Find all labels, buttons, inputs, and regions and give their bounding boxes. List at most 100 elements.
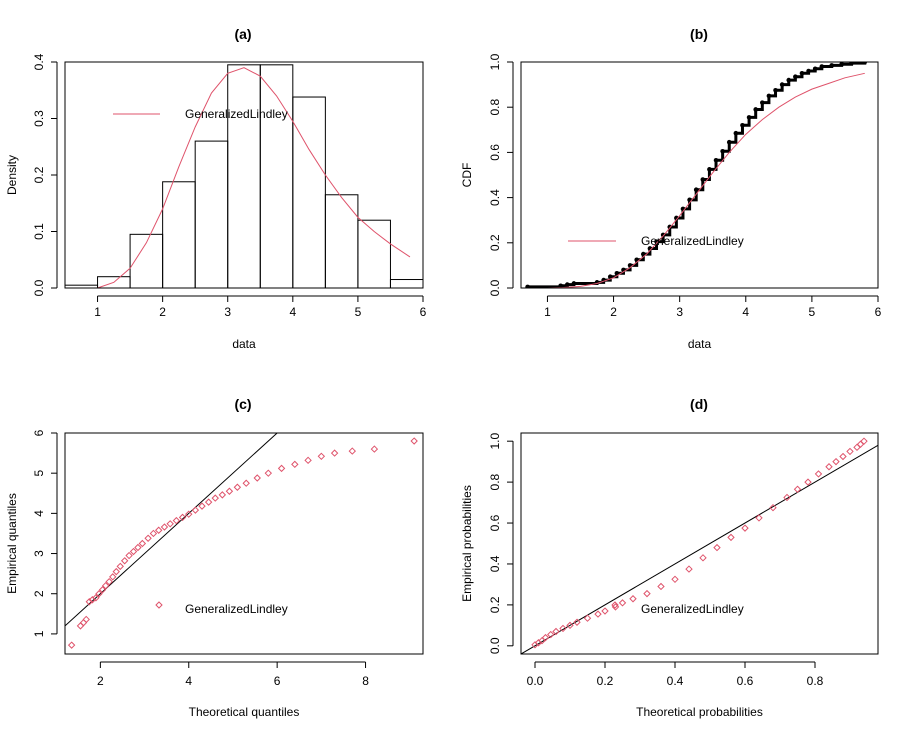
empirical-point [786, 77, 792, 83]
histogram-bar [389, 279, 423, 288]
empirical-point [660, 232, 666, 238]
y-tick-label: 0.2 [488, 596, 502, 613]
x-tick-label: 3 [676, 305, 683, 319]
chart-title: (a) [234, 26, 251, 42]
plot-frame [520, 61, 879, 289]
y-tick-label: 5 [32, 470, 46, 477]
data-point [741, 524, 749, 532]
data-point [178, 513, 187, 522]
data-point [264, 469, 273, 477]
plot-area [65, 64, 423, 288]
data-point [198, 502, 206, 510]
data-point [291, 460, 299, 469]
data-point [793, 485, 802, 493]
legend: GeneralizedLindley [155, 601, 288, 616]
y-tick-label: 1.0 [488, 53, 502, 70]
plot-frame [64, 432, 424, 655]
data-point [225, 487, 234, 495]
empirical-point [654, 239, 659, 244]
panel-b: (b) data CDF 1 2 3 4 5 6 0.0 0.2 0.4 0.6 0.8 1.0 Genera… [460, 26, 882, 351]
data-point [685, 565, 693, 573]
data-point [233, 483, 242, 491]
data-point [67, 641, 76, 649]
empirical-point [862, 62, 868, 65]
data-point [242, 479, 250, 487]
fit-curve [97, 67, 411, 288]
x-tick-label: 6 [420, 305, 427, 319]
data-point [671, 575, 679, 584]
data-point [144, 534, 152, 542]
x-tick-label: 2 [159, 305, 166, 319]
empirical-cdf-line [527, 62, 867, 288]
data-point [783, 493, 791, 502]
y-tick-label: 2 [32, 590, 46, 597]
data-point [98, 586, 107, 594]
data-point [134, 543, 142, 552]
y-tick-label: 0.4 [32, 53, 46, 70]
data-point [138, 539, 147, 548]
empirical-point [740, 122, 745, 128]
empirical-point [773, 87, 778, 93]
x-tick-label: 0.8 [807, 674, 824, 688]
empirical-point [571, 281, 577, 286]
data-point [79, 618, 88, 627]
empirical-point [766, 93, 772, 99]
y-tick-label: 1.0 [488, 433, 502, 450]
data-point [172, 516, 181, 525]
empirical-point [799, 71, 805, 76]
data-point [804, 478, 812, 486]
y-axis-label: Empirical probabilities [460, 485, 474, 602]
data-point [218, 491, 227, 499]
plot-frame [64, 61, 424, 289]
data-point [154, 526, 163, 534]
x-axis-label: data [688, 337, 712, 351]
data-point [814, 470, 823, 478]
data-point [105, 577, 113, 586]
panel-a: (a) data Density 1 2 3 4 5 6 0.0 0.1 0.2 0.3 0.4 Gener… [5, 26, 427, 351]
data-point [101, 581, 110, 590]
y-tick-label: 0.0 [488, 279, 502, 296]
x-tick-label: 2 [97, 674, 104, 688]
data-point [116, 562, 124, 571]
empirical-point [726, 139, 732, 145]
y-tick-label: 0.2 [488, 234, 502, 251]
panel-c: (c) Theoretical quantiles Empirical quanti… [5, 396, 424, 719]
data-point [85, 598, 94, 606]
data-point [370, 445, 379, 453]
x-tick-label: 0.6 [737, 674, 754, 688]
legend-point-swatch [155, 601, 163, 609]
data-point [277, 464, 286, 473]
empirical-point [760, 100, 765, 105]
plot-area [525, 62, 868, 288]
data-point [191, 506, 200, 514]
x-tick-label: 0.0 [527, 674, 544, 688]
data-point [846, 447, 854, 456]
empirical-point [849, 62, 854, 66]
histogram-bar [259, 64, 294, 288]
empirical-point [733, 130, 739, 136]
x-tick-label: 1 [544, 305, 551, 319]
data-point [304, 456, 312, 465]
legend-label: GeneralizedLindley [641, 234, 744, 248]
data-point [825, 463, 833, 471]
data-point [832, 457, 840, 466]
data-point [629, 595, 637, 603]
legend: GeneralizedLindley [611, 601, 744, 616]
data-point [125, 551, 133, 560]
x-tick-label: 2 [610, 305, 617, 319]
empirical-point [693, 187, 699, 192]
empirical-point [720, 148, 725, 154]
y-tick-label: 0.6 [488, 144, 502, 161]
y-tick-label: 0.1 [32, 223, 46, 240]
histogram-bar [292, 96, 326, 288]
data-point [149, 529, 158, 538]
reference-line [521, 444, 878, 654]
y-tick-label: 4 [32, 510, 46, 517]
y-tick-label: 0.6 [488, 514, 502, 531]
empirical-point [746, 115, 752, 120]
data-point [618, 599, 627, 607]
data-point [120, 557, 129, 565]
data-point [129, 547, 138, 556]
histogram-bar [194, 140, 229, 288]
data-point [573, 618, 581, 626]
